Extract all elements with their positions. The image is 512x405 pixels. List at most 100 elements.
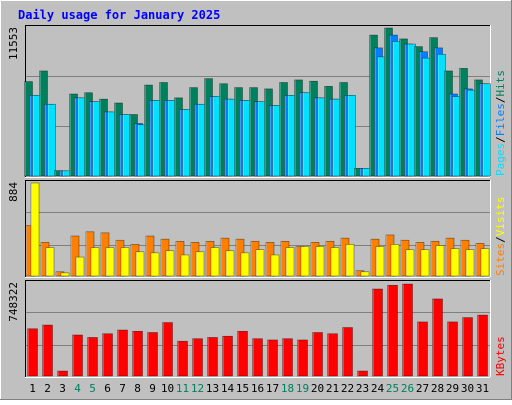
x-tick-label-day-18: 18 [281,382,294,395]
visits-bar-day-28 [435,245,445,277]
kbytes-bar-day-8 [132,330,143,377]
visits-bar-day-12 [195,251,205,277]
visits-bar-day-25 [390,244,400,277]
visits-bar-day-7 [120,247,130,277]
visits-bar-day-9 [150,252,160,277]
y-scale-label-kbytes: 748322 [7,282,20,322]
x-tick-label-day-9: 9 [149,382,156,395]
kbytes-bar-day-31 [477,314,488,377]
x-tick-label-day-16: 16 [251,382,264,395]
legend-sites-visits: Sites/Visits [494,197,507,277]
visits-bar-day-5 [90,247,100,277]
kbytes-bar-day-12 [192,338,203,377]
kbytes-bar-day-22 [342,327,353,377]
x-tick-label-day-3: 3 [59,382,66,395]
visits-bar-day-4 [75,256,85,277]
visits-bar-day-2 [45,247,55,277]
visits-bar-day-16 [255,249,265,277]
kbytes-bar-day-30 [462,317,473,377]
visits-bar-day-14 [225,250,235,277]
kbytes-bar-day-20 [312,332,323,377]
x-tick-label-day-30: 30 [461,382,474,395]
x-tick-label-day-5: 5 [89,382,96,395]
legend-kbytes: KBytes [494,336,507,376]
visits-bar-day-8 [135,251,145,277]
x-tick-label-day-11: 11 [176,382,189,395]
legend-item-pages: Pages [494,143,507,176]
x-tick-label-day-17: 17 [266,382,279,395]
legend-hits-files-pages: Pages/Files/Hits [494,70,507,176]
x-tick-label-day-25: 25 [386,382,399,395]
x-tick-label-day-6: 6 [104,382,111,395]
visits-bar-day-10 [165,250,175,277]
kbytes-bar-day-2 [42,324,53,377]
sites-bar-day-4 [70,235,80,277]
kbytes-bar-day-23 [357,370,368,377]
chart-title: Daily usage for January 2025 [18,8,220,22]
kbytes-bar-day-9 [147,332,158,377]
kbytes-bar-day-24 [372,288,383,377]
kbytes-bar-day-25 [387,284,398,377]
visits-bar-day-19 [300,246,310,277]
kbytes-bar-day-10 [162,322,173,377]
kbytes-bar-day-17 [267,339,278,377]
x-tick-label-day-29: 29 [446,382,459,395]
x-tick-label-day-23: 23 [356,382,369,395]
panel-hits-files-pages [24,25,491,178]
x-tick-label-day-10: 10 [161,382,174,395]
x-tick-label-day-4: 4 [74,382,81,395]
x-tick-label-day-14: 14 [221,382,235,395]
kbytes-bar-day-27 [417,321,428,377]
visits-bar-day-18 [285,247,295,277]
x-tick-label-day-2: 2 [44,382,51,395]
legend-item-files: Files [494,103,507,136]
legend-item-hits: Hits [494,70,507,97]
visits-bar-day-15 [240,252,250,277]
x-tick-label-day-12: 12 [191,382,204,395]
visits-bar-day-6 [105,247,115,277]
y-scale-label-sites-visits: 884 [7,182,20,202]
kbytes-bar-day-11 [177,340,188,377]
legend-item-visits: Visits [494,197,507,237]
kbytes-bar-day-19 [297,339,308,377]
x-tick-label-day-22: 22 [341,382,354,395]
legend-item-kbytes: KBytes [494,336,507,376]
x-tick-label-day-20: 20 [311,382,324,395]
y-scale-label-hits-files-pages: 11553 [7,27,20,60]
visits-bar-day-27 [420,249,430,277]
kbytes-bar-day-7 [117,329,128,377]
kbytes-bar-day-16 [252,338,263,377]
x-axis-labels: 1 2 3 4 5 6 7 8 9 10 11 12 13 14 15 16 17 18 19 20 21 22 23 24 2… [29,382,489,395]
kbytes-bar-day-18 [282,338,293,377]
kbytes-bar-day-29 [447,321,458,377]
visits-bar-day-17 [270,254,280,277]
visits-bar-day-24 [375,246,385,277]
x-tick-label-day-7: 7 [119,382,126,395]
visits-bar-day-1 [30,182,40,277]
pages-bar-day-31 [482,83,491,177]
x-tick-label-day-8: 8 [134,382,141,395]
x-tick-label-day-24: 24 [371,382,385,395]
x-tick-label-day-1: 1 [29,382,36,395]
visits-bar-day-26 [405,249,415,277]
kbytes-bar-day-4 [72,334,83,377]
pages-bar-day-22 [347,94,356,177]
x-tick-label-day-27: 27 [416,382,429,395]
kbytes-bar-day-28 [432,298,443,377]
x-tick-label-day-13: 13 [206,382,219,395]
x-tick-label-day-15: 15 [236,382,249,395]
visits-bar-day-11 [180,254,190,277]
visits-bar-day-23 [360,271,370,277]
kbytes-bar-day-5 [87,337,98,377]
visits-bar-day-29 [450,248,460,277]
kbytes-bar-day-1 [27,328,38,377]
panel-kbytes [25,280,491,378]
panel-sites-visits [25,180,491,278]
kbytes-bar-day-13 [207,337,218,377]
x-tick-label-day-28: 28 [431,382,444,395]
x-tick-label-day-21: 21 [326,382,339,395]
visits-bar-day-22 [345,244,355,277]
pages-bar-day-2 [47,103,56,177]
